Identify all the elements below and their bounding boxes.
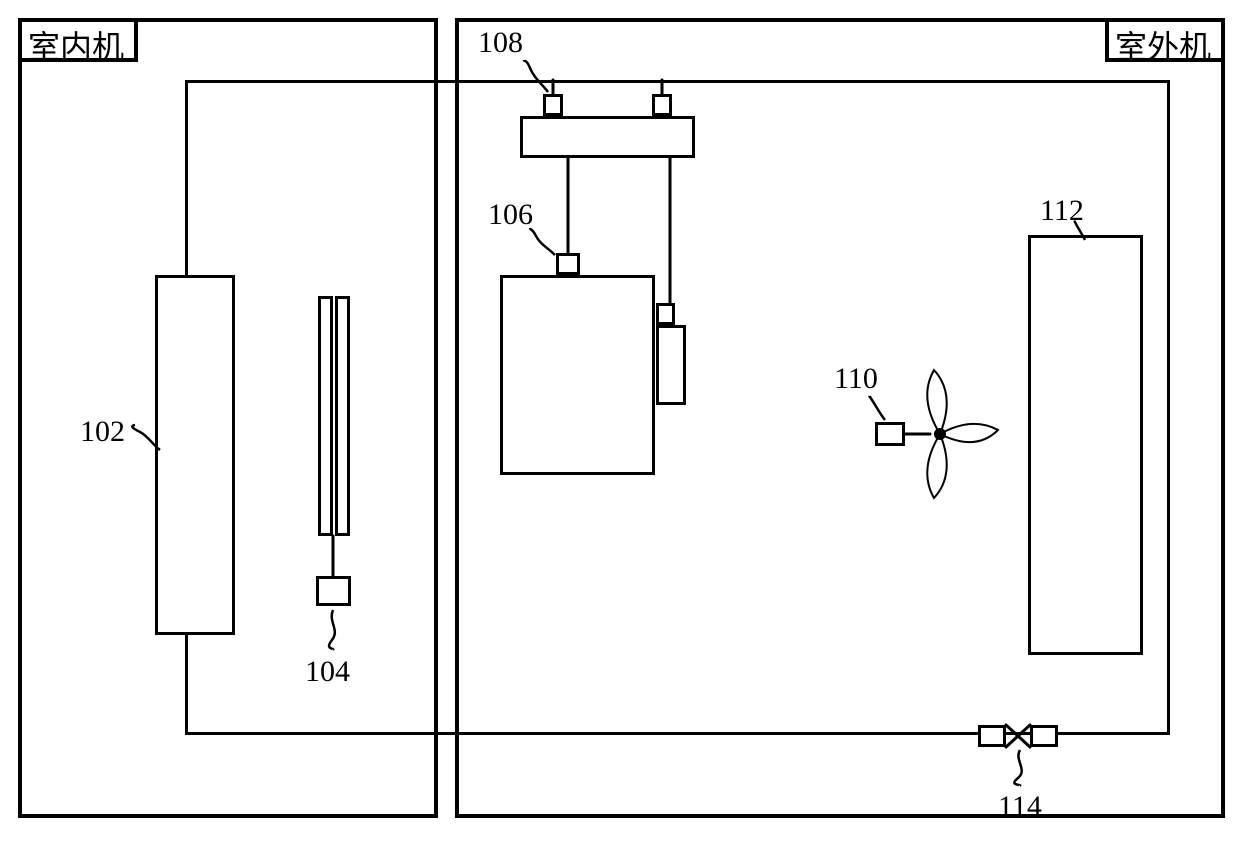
expansion-valve-right	[1030, 725, 1058, 747]
compressor-side-port	[656, 303, 675, 325]
outdoor-unit-title: 室外机	[1115, 22, 1211, 68]
four-way-right-port	[652, 94, 672, 116]
label-106: 106	[488, 198, 533, 232]
compressor-top-port	[556, 253, 580, 275]
outdoor-heat-exchanger	[1028, 235, 1143, 655]
label-114: 114	[998, 790, 1042, 824]
label-112: 112	[1040, 194, 1084, 228]
four-way-valve	[520, 116, 695, 158]
expansion-valve-left	[978, 725, 1006, 747]
four-way-left-port	[543, 94, 563, 116]
label-104: 104	[305, 655, 350, 689]
accumulator	[656, 325, 686, 405]
indoor-fan-blade-right	[335, 296, 350, 536]
indoor-unit-title: 室内机	[28, 22, 124, 68]
indoor-heat-exchanger	[155, 275, 235, 635]
label-110: 110	[834, 362, 878, 396]
compressor-body	[500, 275, 655, 475]
indoor-fan-motor	[316, 576, 351, 606]
label-102: 102	[80, 415, 125, 449]
label-108: 108	[478, 26, 523, 60]
indoor-fan-blade-left	[318, 296, 333, 536]
outdoor-fan-motor	[875, 422, 905, 446]
